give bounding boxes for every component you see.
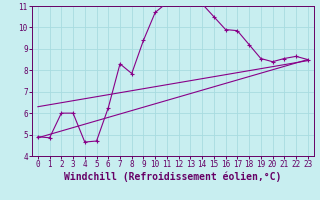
X-axis label: Windchill (Refroidissement éolien,°C): Windchill (Refroidissement éolien,°C) — [64, 172, 282, 182]
